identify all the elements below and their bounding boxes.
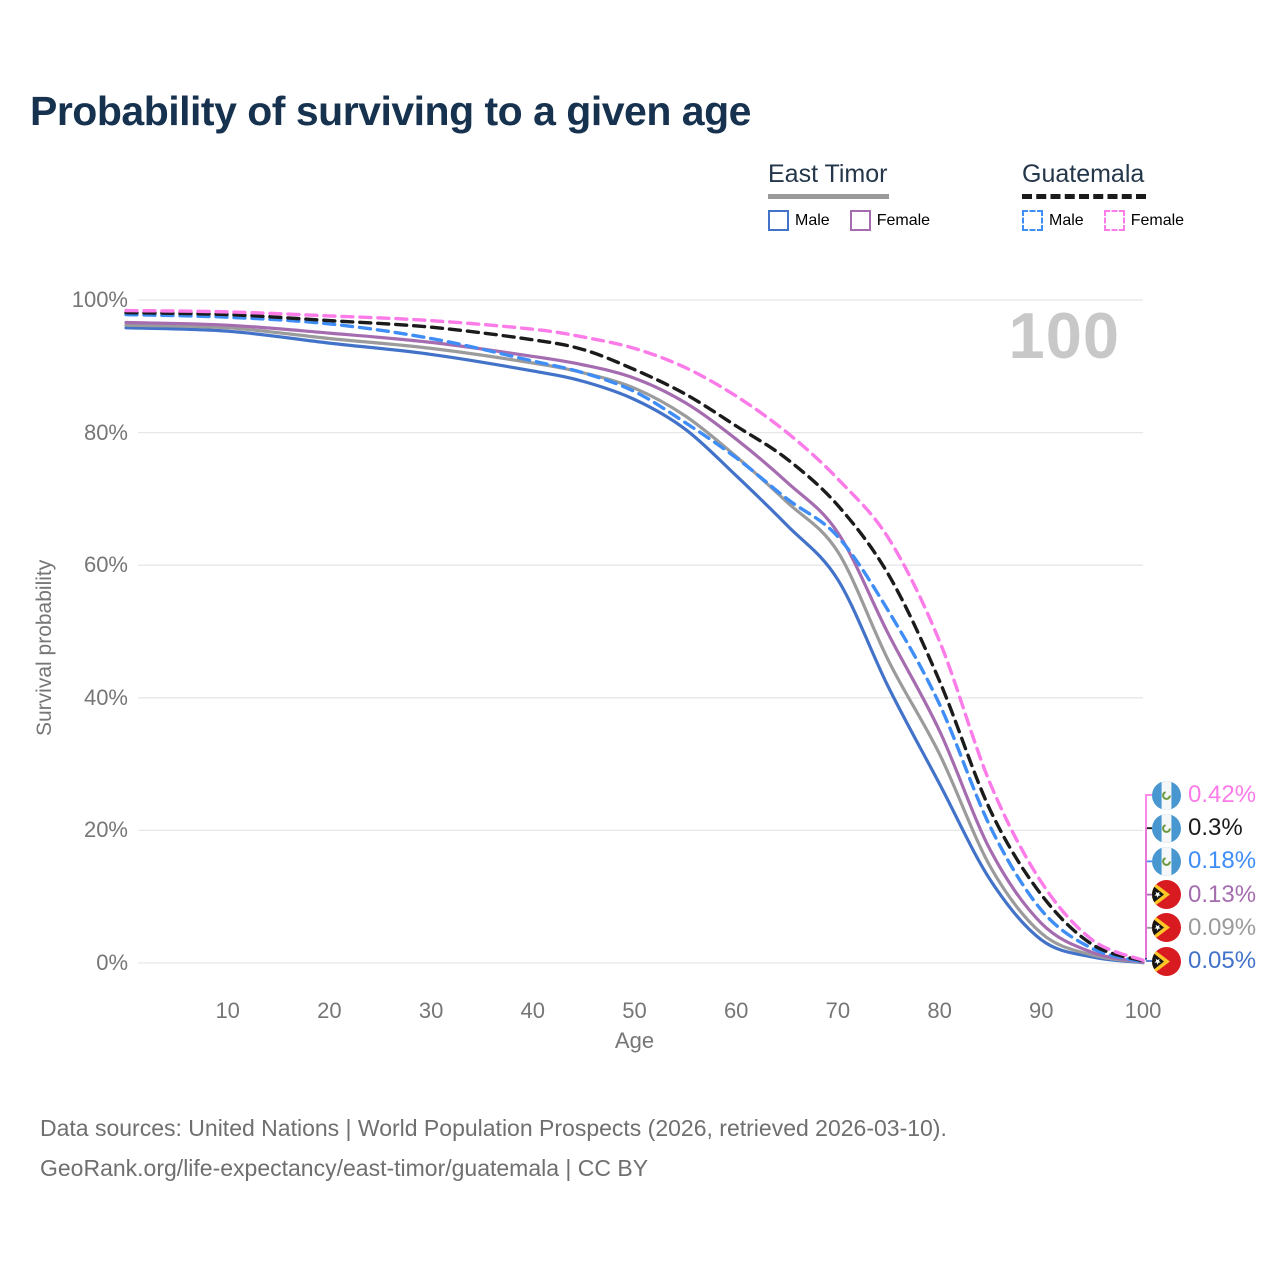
x-tick-label-10: 10 [215, 998, 240, 1023]
leader-line-guatemala-female [1145, 794, 1152, 959]
legend-items: Male Female [768, 210, 930, 231]
y-tick-label-100: 100% [71, 287, 128, 312]
series-line-guatemala-both-sexes[interactable] [124, 310, 1145, 963]
x-tick-label-80: 80 [927, 998, 952, 1023]
guatemala-flag-icon [1152, 846, 1181, 876]
legend-swatch-icon [849, 210, 871, 231]
x-tick-label-70: 70 [825, 998, 851, 1023]
end-label-guatemala-male: 0.18% [1152, 846, 1256, 876]
legend-swatch-icon [1022, 210, 1043, 231]
guatemala-flag-icon [1152, 813, 1181, 843]
footer: Data sources: United Nations | World Pop… [40, 1108, 947, 1189]
end-label-value: 0.05% [1188, 947, 1257, 974]
legend-swatch-icon [768, 210, 789, 231]
legend-group-guatemala: Guatemala Male Female [1022, 160, 1184, 231]
y-axis-title: Survival probability [33, 559, 56, 736]
end-label-east-timor-female: 0.13% [1152, 880, 1256, 910]
east-timor-flag-icon [1152, 946, 1181, 976]
series-line-guatemala-female[interactable] [124, 308, 1145, 962]
end-label-east-timor-male: 0.05% [1152, 946, 1256, 976]
x-tick-label-40: 40 [520, 998, 546, 1023]
y-tick-label-80: 80% [83, 419, 128, 445]
y-tick-label-20: 20% [83, 817, 128, 843]
x-tick-label-60: 60 [723, 998, 749, 1023]
legend-item-label: Female [876, 211, 931, 229]
end-label-guatemala-both-sexes: 0.3% [1152, 813, 1243, 843]
series-line-guatemala-male[interactable] [124, 312, 1145, 964]
series-line-east-timor-both-sexes[interactable] [124, 323, 1145, 964]
x-tick-label-20: 20 [317, 998, 342, 1023]
east-timor-flag-icon [1152, 880, 1181, 910]
end-label-value: 0.42% [1188, 781, 1257, 808]
x-axis-title: Age [614, 1028, 655, 1053]
legend-item-guatemala-male[interactable]: Male [1022, 210, 1084, 231]
y-tick-label-0: 0% [96, 950, 128, 975]
page-title: Probability of surviving to a given age [30, 88, 751, 134]
attribution-text: GeoRank.org/life-expectancy/east-timor/g… [40, 1155, 649, 1182]
y-tick-label-60: 60% [83, 552, 128, 578]
x-tick-label-100: 100 [1124, 998, 1162, 1023]
x-tick-label-90: 90 [1029, 998, 1054, 1023]
watermark-age-label: 100 [1008, 299, 1120, 372]
legend-item-label: Female [1130, 211, 1185, 229]
end-label-value: 0.09% [1188, 913, 1257, 941]
legend-group-title: East Timor [768, 160, 890, 199]
legend-item-label: Male [795, 211, 830, 229]
end-label-guatemala-female: 0.42% [1152, 780, 1256, 810]
legend-item-east-timor-male[interactable]: Male [768, 210, 830, 231]
end-label-value: 0.3% [1188, 814, 1243, 842]
end-label-value: 0.18% [1188, 847, 1257, 875]
series-line-east-timor-female[interactable] [124, 320, 1145, 964]
series-line-east-timor-male[interactable] [124, 326, 1145, 965]
east-timor-flag-icon [1152, 913, 1181, 943]
x-tick-label-30: 30 [418, 998, 444, 1023]
data-sources-text: Data sources: United Nations | World Pop… [40, 1115, 947, 1141]
legend-item-label: Male [1049, 211, 1084, 229]
legend-group-east-timor: East Timor Male Female [768, 160, 930, 231]
y-tick-label-40: 40% [83, 684, 128, 710]
legend-item-guatemala-female[interactable]: Female [1103, 210, 1185, 231]
legend-item-east-timor-female[interactable]: Female [849, 210, 931, 231]
legend-items: Male Female [1022, 210, 1184, 231]
legend-group-title: Guatemala [1022, 160, 1147, 199]
x-tick-label-50: 50 [622, 998, 647, 1023]
end-label-value: 0.13% [1188, 880, 1257, 908]
legend-swatch-icon [1103, 210, 1125, 231]
guatemala-flag-icon [1152, 780, 1181, 810]
end-label-east-timor-both-sexes: 0.09% [1152, 913, 1256, 943]
